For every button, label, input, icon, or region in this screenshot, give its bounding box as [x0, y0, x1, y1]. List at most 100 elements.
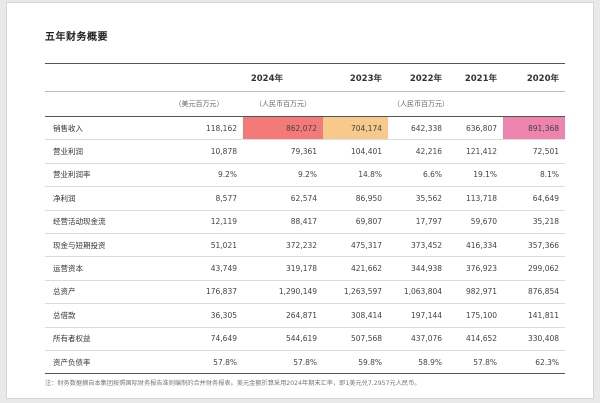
table-cell: 74,649 — [155, 327, 243, 351]
row-label: 所有者权益 — [45, 327, 155, 351]
table-cell: 376,923 — [448, 256, 504, 281]
table-cell: 197,144 — [388, 303, 449, 328]
table-cell: 421,662 — [323, 256, 389, 281]
table-cell: 62,574 — [243, 186, 324, 211]
table-cell: 43,749 — [155, 256, 243, 281]
unit-usd: （美元百万元） — [155, 91, 243, 117]
table-cell: 104,401 — [323, 139, 389, 164]
table-cell: 642,338 — [388, 116, 449, 141]
row-label: 经营活动现金流 — [45, 210, 155, 234]
table-cell: 72,501 — [503, 139, 566, 164]
table-cell: 544,619 — [243, 327, 324, 351]
table-row: 运营资本 43,749 319,178 421,662 344,938 376,923 29… — [45, 256, 566, 281]
year-header-2021: 2021年 — [448, 63, 504, 92]
row-label: 总借款 — [45, 303, 155, 328]
table-cell: 35,562 — [388, 186, 449, 211]
row-label: 资产负债率 — [45, 350, 155, 375]
year-header-row: 2024年 2023年 2022年 2021年 2020年 — [45, 63, 566, 92]
table-cell: 57.8% — [155, 350, 243, 375]
financial-summary-card: 五年财务概要 2024年 2023年 2022年 2021年 2020年 （美元… — [6, 2, 594, 399]
unit-rmb-prior: （人民币百万元） — [323, 91, 566, 117]
unit-header-row: （美元百万元） （人民币百万元） （人民币百万元） — [45, 91, 566, 117]
table-cell: 475,317 — [323, 233, 389, 258]
table-cell: 113,718 — [448, 186, 504, 211]
table-cell: 19.1% — [448, 163, 504, 188]
row-label: 现金与短期投资 — [45, 233, 155, 258]
table-row: 总资产 176,837 1,290,149 1,263,597 1,063,804 982… — [45, 280, 566, 305]
table-row: 总借款 36,305 264,871 308,414 197,144 175,100 141… — [45, 303, 566, 328]
table-cell: 36,305 — [155, 303, 243, 328]
table-cell: 42,216 — [388, 139, 449, 164]
table-cell: 51,021 — [155, 233, 243, 258]
table-cell: 64,649 — [503, 186, 566, 211]
table-cell: 344,938 — [388, 256, 449, 281]
table-cell: 357,366 — [503, 233, 566, 258]
table-cell: 1,063,804 — [388, 280, 449, 305]
table-cell: 330,408 — [503, 327, 566, 351]
table-cell: 12,119 — [155, 210, 243, 234]
table-row: 现金与短期投资 51,021 372,232 475,317 373,452 416,33… — [45, 233, 566, 258]
table-cell: 118,162 — [155, 116, 243, 141]
table-cell: 299,062 — [503, 256, 566, 281]
table-row: 经营活动现金流 12,119 88,417 69,807 17,797 59,670 35,… — [45, 210, 566, 234]
table-cell: 57.8% — [243, 350, 324, 375]
table-row: 所有者权益 74,649 544,619 507,568 437,076 414,652 3… — [45, 327, 566, 351]
table-cell: 507,568 — [323, 327, 389, 351]
highlighted-cell: 862,072 — [243, 116, 324, 141]
page-title: 五年财务概要 — [45, 32, 108, 43]
row-label: 运营资本 — [45, 256, 155, 281]
row-label: 营业利润率 — [45, 163, 155, 188]
table-row: 营业利润率 9.2% 9.2% 14.8% 6.6% 19.1% 8.1% — [45, 163, 566, 188]
table-cell: 1,263,597 — [323, 280, 389, 305]
table-row: 净利润 8,577 62,574 86,950 35,562 113,718 64,649 — [45, 186, 566, 211]
table-row: 销售收入 118,162 862,072 704,174 642,338 636,807 8… — [45, 116, 566, 141]
table-cell: 414,652 — [448, 327, 504, 351]
table-cell: 141,811 — [503, 303, 566, 328]
unit-rmb-2024: （人民币百万元） — [243, 91, 324, 117]
table-cell: 79,361 — [243, 139, 324, 164]
highlighted-cell: 704,174 — [323, 116, 389, 141]
highlighted-cell: 891,368 — [503, 116, 566, 141]
table-cell: 176,837 — [155, 280, 243, 305]
row-label: 销售收入 — [45, 116, 155, 141]
table-cell: 308,414 — [323, 303, 389, 328]
table-cell: 69,807 — [323, 210, 389, 234]
table-cell: 416,334 — [448, 233, 504, 258]
footnote: 注：财务数据摘自本集团按照国际财务报告准则编制的合并财务报表。美元金额折算采用2… — [45, 380, 421, 387]
table-cell: 8.1% — [503, 163, 566, 188]
year-header-2023: 2023年 — [323, 63, 389, 92]
table-row: 营业利润 10,878 79,361 104,401 42,216 121,412 72,5… — [45, 139, 566, 164]
table-cell: 636,807 — [448, 116, 504, 141]
table-cell: 437,076 — [388, 327, 449, 351]
table-cell: 121,412 — [448, 139, 504, 164]
table-cell: 59,670 — [448, 210, 504, 234]
row-label: 营业利润 — [45, 139, 155, 164]
table-cell: 264,871 — [243, 303, 324, 328]
year-header-2020: 2020年 — [503, 63, 566, 92]
table-cell: 17,797 — [388, 210, 449, 234]
table-cell: 876,854 — [503, 280, 566, 305]
table-cell: 88,417 — [243, 210, 324, 234]
table-cell: 372,232 — [243, 233, 324, 258]
year-header-2024: 2024年 — [155, 63, 324, 92]
table-cell: 58.9% — [388, 350, 449, 375]
table-cell: 319,178 — [243, 256, 324, 281]
table-cell: 57.8% — [448, 350, 504, 375]
header-empty-cell — [45, 63, 155, 92]
unit-empty-cell — [45, 91, 155, 117]
table-cell: 8,577 — [155, 186, 243, 211]
table-cell: 373,452 — [388, 233, 449, 258]
table-cell: 9.2% — [243, 163, 324, 188]
table-cell: 35,218 — [503, 210, 566, 234]
table-cell: 14.8% — [323, 163, 389, 188]
table-row: 资产负债率 57.8% 57.8% 59.8% 58.9% 57.8% 62.3% — [45, 350, 566, 375]
row-label: 总资产 — [45, 280, 155, 305]
table-cell: 175,100 — [448, 303, 504, 328]
table-cell: 86,950 — [323, 186, 389, 211]
table-cell: 10,878 — [155, 139, 243, 164]
row-label: 净利润 — [45, 186, 155, 211]
table-cell: 59.8% — [323, 350, 389, 375]
table-cell: 9.2% — [155, 163, 243, 188]
table-body: 销售收入 118,162 862,072 704,174 642,338 636,807 8… — [45, 116, 566, 375]
table-cell: 982,971 — [448, 280, 504, 305]
